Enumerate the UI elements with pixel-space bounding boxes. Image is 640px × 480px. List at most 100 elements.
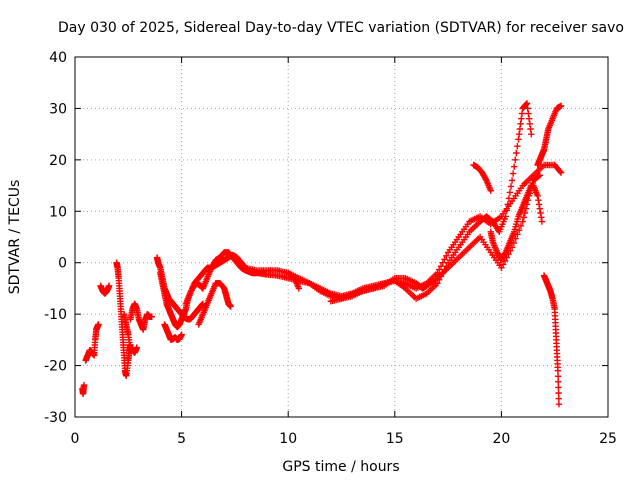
data-point xyxy=(518,115,525,122)
series-s14 xyxy=(470,161,494,194)
data-point xyxy=(498,264,505,272)
y-tick-label: 40 xyxy=(49,50,67,66)
data-point xyxy=(518,110,526,117)
series-s09 xyxy=(182,251,303,308)
data-point xyxy=(534,192,541,200)
data-point xyxy=(501,250,509,257)
data-point xyxy=(227,303,234,310)
data-point xyxy=(525,110,532,117)
series-s15 xyxy=(487,182,546,264)
data-point xyxy=(515,130,523,138)
data-point xyxy=(441,256,448,263)
data-point xyxy=(555,389,562,397)
data-point xyxy=(505,195,513,202)
data-point xyxy=(515,226,523,234)
series-s16 xyxy=(534,102,565,169)
data-point xyxy=(514,142,521,150)
data-point xyxy=(554,367,562,374)
data-point xyxy=(537,209,544,217)
data-point xyxy=(519,218,526,225)
y-axis-title: SDTVAR / TECUs xyxy=(7,180,23,295)
data-point xyxy=(95,321,102,328)
data-point xyxy=(504,201,511,208)
y-tick-label: -20 xyxy=(44,359,67,375)
data-point xyxy=(437,273,445,280)
series-s04 xyxy=(113,259,134,380)
data-points xyxy=(79,100,565,408)
data-point xyxy=(133,344,141,351)
data-point xyxy=(105,282,113,290)
data-point xyxy=(557,169,565,176)
data-point xyxy=(509,170,517,177)
data-point xyxy=(516,125,524,133)
x-axis-title: GPS time / hours xyxy=(282,459,399,475)
data-point xyxy=(503,207,510,214)
data-point xyxy=(487,187,494,194)
data-point xyxy=(536,172,543,179)
data-point xyxy=(523,100,530,108)
data-point xyxy=(517,120,524,128)
x-tick-label: 5 xyxy=(177,431,186,447)
series-s13 xyxy=(327,100,535,305)
data-point xyxy=(525,115,533,122)
data-point xyxy=(439,269,446,277)
data-point xyxy=(148,313,155,320)
data-point xyxy=(536,205,543,212)
series-s08 xyxy=(157,161,565,331)
data-point xyxy=(517,222,525,230)
data-point xyxy=(295,285,303,292)
series-s17 xyxy=(540,272,563,408)
data-point xyxy=(537,214,545,221)
chart-title: Day 030 of 2025, Sidereal Day-to-day VTE… xyxy=(58,20,624,36)
data-point xyxy=(554,373,562,380)
x-tick-label: 15 xyxy=(386,431,404,447)
series-s06 xyxy=(127,300,155,333)
data-point xyxy=(515,136,522,143)
data-point xyxy=(441,266,448,273)
series-s03 xyxy=(97,282,113,297)
series-s05 xyxy=(120,310,141,356)
y-tick-label: -10 xyxy=(44,307,67,323)
series-s01 xyxy=(79,381,88,398)
data-point xyxy=(524,105,531,112)
data-point xyxy=(526,120,534,128)
series-s12 xyxy=(285,172,543,302)
data-point xyxy=(506,189,514,196)
x-tick-label: 20 xyxy=(492,431,510,447)
data-point xyxy=(502,213,509,220)
data-point xyxy=(443,262,450,270)
data-point xyxy=(527,125,534,133)
data-point xyxy=(535,196,542,204)
x-tick-label: 0 xyxy=(71,431,80,447)
axis-ticks: 0 5 10 15 20 25 -30 -20 -10 0 10 20 30 40 xyxy=(44,50,617,447)
y-tick-label: -30 xyxy=(44,410,67,426)
data-point xyxy=(523,100,531,107)
data-point xyxy=(555,395,562,402)
data-point xyxy=(555,400,563,408)
data-point xyxy=(555,378,562,386)
data-point xyxy=(512,156,519,164)
data-point xyxy=(178,331,185,338)
y-tick-label: 10 xyxy=(49,204,67,220)
data-point xyxy=(557,102,565,110)
y-tick-label: 30 xyxy=(49,101,67,117)
data-point xyxy=(436,276,443,284)
data-point xyxy=(443,252,450,260)
series-s10 xyxy=(161,321,185,344)
data-point xyxy=(510,163,518,170)
x-tick-label: 10 xyxy=(279,431,297,447)
y-tick-label: 20 xyxy=(49,153,67,169)
plot-frame xyxy=(74,56,609,418)
data-point xyxy=(507,183,515,190)
data-point xyxy=(555,384,562,391)
data-point xyxy=(80,381,88,389)
series-s11 xyxy=(195,280,234,328)
data-point xyxy=(528,130,535,138)
data-point xyxy=(538,218,546,225)
x-tick-label: 25 xyxy=(599,431,617,447)
data-point xyxy=(535,201,543,208)
data-point xyxy=(513,149,520,157)
data-point xyxy=(482,175,489,183)
data-point xyxy=(499,261,507,268)
